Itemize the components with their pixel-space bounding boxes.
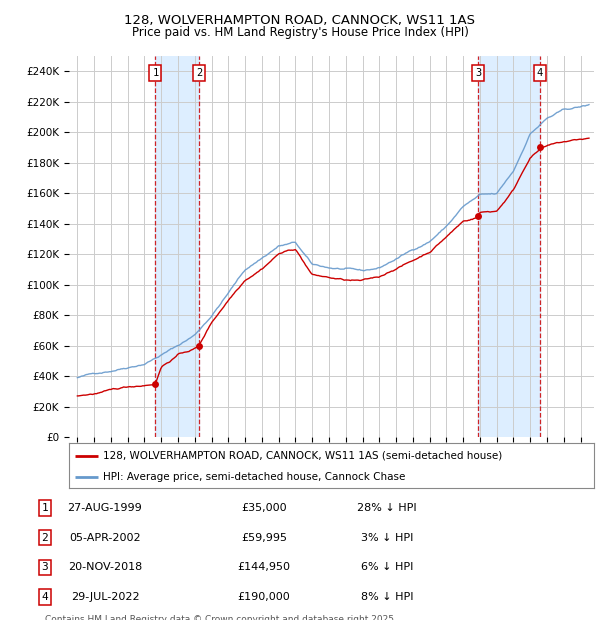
Text: 29-JUL-2022: 29-JUL-2022 xyxy=(71,592,139,602)
Text: 1: 1 xyxy=(41,503,49,513)
Text: £190,000: £190,000 xyxy=(238,592,290,602)
Text: 3: 3 xyxy=(475,68,481,78)
Text: 6% ↓ HPI: 6% ↓ HPI xyxy=(361,562,413,572)
Text: 3: 3 xyxy=(41,562,49,572)
Text: 28% ↓ HPI: 28% ↓ HPI xyxy=(357,503,417,513)
Bar xyxy=(478,56,540,437)
Text: 05-APR-2002: 05-APR-2002 xyxy=(69,533,141,542)
Text: 20-NOV-2018: 20-NOV-2018 xyxy=(68,562,142,572)
Text: 2: 2 xyxy=(41,533,49,542)
Text: 1: 1 xyxy=(152,68,158,78)
Text: £35,000: £35,000 xyxy=(241,503,287,513)
Text: 4: 4 xyxy=(41,592,49,602)
Text: 27-AUG-1999: 27-AUG-1999 xyxy=(68,503,142,513)
Text: Contains HM Land Registry data © Crown copyright and database right 2025.: Contains HM Land Registry data © Crown c… xyxy=(45,615,397,620)
Text: 3% ↓ HPI: 3% ↓ HPI xyxy=(361,533,413,542)
Bar xyxy=(155,56,199,437)
Text: £144,950: £144,950 xyxy=(238,562,290,572)
Text: HPI: Average price, semi-detached house, Cannock Chase: HPI: Average price, semi-detached house,… xyxy=(103,472,406,482)
Text: 128, WOLVERHAMPTON ROAD, CANNOCK, WS11 1AS: 128, WOLVERHAMPTON ROAD, CANNOCK, WS11 1… xyxy=(125,14,476,27)
Text: £59,995: £59,995 xyxy=(241,533,287,542)
Text: 4: 4 xyxy=(537,68,543,78)
Text: 8% ↓ HPI: 8% ↓ HPI xyxy=(361,592,413,602)
Text: Price paid vs. HM Land Registry's House Price Index (HPI): Price paid vs. HM Land Registry's House … xyxy=(131,26,469,39)
Text: 128, WOLVERHAMPTON ROAD, CANNOCK, WS11 1AS (semi-detached house): 128, WOLVERHAMPTON ROAD, CANNOCK, WS11 1… xyxy=(103,451,502,461)
Text: 2: 2 xyxy=(196,68,202,78)
